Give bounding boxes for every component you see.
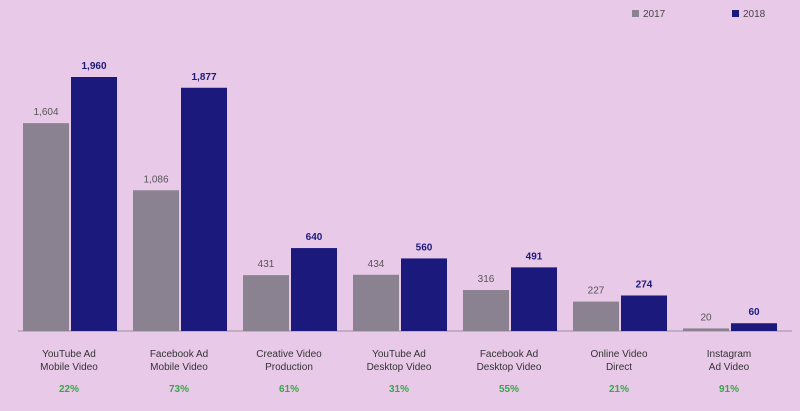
legend-label: 2018 bbox=[743, 9, 766, 20]
growth-label: 73% bbox=[168, 384, 189, 395]
value-label: 434 bbox=[368, 259, 385, 270]
category-label: Instagram Ad Video bbox=[706, 349, 752, 373]
bar bbox=[401, 258, 447, 331]
bar bbox=[243, 275, 289, 331]
category-label: YouTube Ad Desktop Video bbox=[366, 349, 432, 373]
value-label: 1,960 bbox=[81, 61, 106, 72]
growth-label: 61% bbox=[278, 384, 299, 395]
value-label: 640 bbox=[306, 232, 323, 243]
bar bbox=[133, 190, 179, 331]
value-label: 431 bbox=[258, 259, 275, 270]
category-label: Facebook Ad Desktop Video bbox=[476, 349, 542, 373]
legend-label: 2017 bbox=[643, 9, 666, 20]
value-label: 227 bbox=[588, 286, 605, 297]
growth-label: 21% bbox=[608, 384, 629, 395]
legend-swatch bbox=[732, 10, 739, 17]
bar bbox=[573, 301, 619, 331]
value-label: 20 bbox=[700, 312, 712, 323]
growth-label: 91% bbox=[718, 384, 739, 395]
value-label: 491 bbox=[526, 251, 543, 262]
bar bbox=[181, 87, 227, 331]
category-label: Online Video Direct bbox=[590, 349, 648, 373]
bar bbox=[291, 248, 337, 331]
bar bbox=[683, 328, 729, 331]
bar bbox=[621, 295, 667, 331]
value-label: 60 bbox=[748, 307, 760, 318]
category-label: Creative Video Production bbox=[256, 349, 322, 373]
category-label: YouTube Ad Mobile Video bbox=[40, 349, 98, 373]
legend-swatch bbox=[632, 10, 639, 17]
value-label: 1,877 bbox=[191, 72, 216, 83]
growth-label: 22% bbox=[58, 384, 79, 395]
value-label: 560 bbox=[416, 242, 433, 253]
growth-label: 31% bbox=[388, 384, 409, 395]
value-label: 1,604 bbox=[33, 107, 58, 118]
bar bbox=[71, 77, 117, 331]
category-label: Facebook Ad Mobile Video bbox=[149, 349, 209, 373]
bar bbox=[23, 123, 69, 331]
bar bbox=[731, 323, 777, 331]
value-label: 316 bbox=[478, 274, 495, 285]
growth-label: 55% bbox=[498, 384, 519, 395]
value-label: 1,086 bbox=[143, 174, 168, 185]
bar bbox=[353, 274, 399, 331]
value-label: 274 bbox=[636, 279, 653, 290]
bar bbox=[511, 267, 557, 331]
bar bbox=[463, 290, 509, 331]
